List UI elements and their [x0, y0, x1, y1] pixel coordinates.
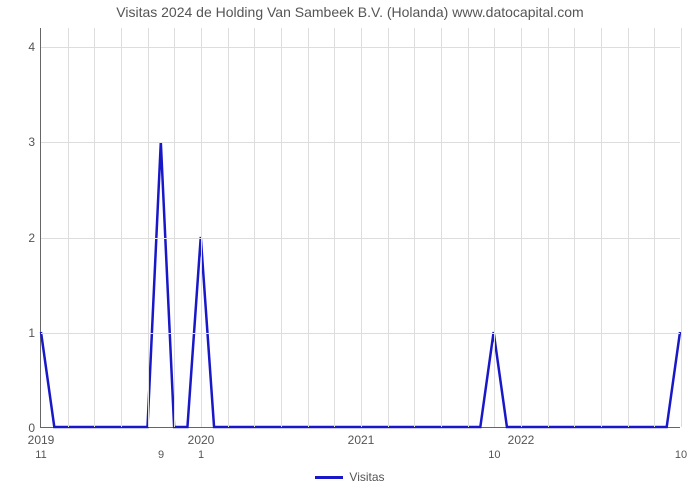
data-point-label: 1	[198, 449, 204, 461]
gridline-vertical	[414, 28, 415, 427]
gridline-vertical	[548, 28, 549, 427]
gridline-vertical	[228, 28, 229, 427]
data-point-label: 10	[488, 449, 500, 461]
gridline-vertical	[334, 28, 335, 427]
gridline-vertical	[654, 28, 655, 427]
x-tick-label: 2021	[348, 433, 375, 447]
gridline-vertical	[441, 28, 442, 427]
gridline-vertical	[68, 28, 69, 427]
line-chart: Visitas 2024 de Holding Van Sambeek B.V.…	[0, 0, 700, 500]
gridline-vertical	[308, 28, 309, 427]
legend-label: Visitas	[349, 470, 384, 484]
legend: Visitas	[0, 470, 700, 484]
gridline-vertical	[121, 28, 122, 427]
gridline-vertical	[601, 28, 602, 427]
y-tick-label: 1	[28, 326, 35, 340]
data-point-label: 10	[675, 449, 687, 461]
gridline-vertical	[574, 28, 575, 427]
gridline-vertical	[521, 28, 522, 427]
y-tick-label: 3	[28, 135, 35, 149]
gridline-vertical	[201, 28, 202, 427]
gridline-vertical	[361, 28, 362, 427]
gridline-vertical	[94, 28, 95, 427]
gridline-vertical	[174, 28, 175, 427]
data-point-label: 11	[35, 449, 46, 461]
x-tick-label: 2019	[28, 433, 55, 447]
gridline-vertical	[681, 28, 682, 427]
gridline-vertical	[254, 28, 255, 427]
y-tick-label: 2	[28, 231, 35, 245]
x-tick-label: 2022	[508, 433, 535, 447]
gridline-vertical	[281, 28, 282, 427]
gridline-vertical	[468, 28, 469, 427]
plot-area: 01234201920202021202211911010	[40, 28, 680, 428]
data-point-label: 9	[158, 449, 164, 461]
gridline-vertical	[628, 28, 629, 427]
gridline-vertical	[148, 28, 149, 427]
y-tick-label: 4	[28, 40, 35, 54]
gridline-vertical	[494, 28, 495, 427]
chart-title: Visitas 2024 de Holding Van Sambeek B.V.…	[0, 4, 700, 20]
gridline-vertical	[388, 28, 389, 427]
legend-swatch	[315, 476, 343, 479]
x-tick-label: 2020	[188, 433, 215, 447]
